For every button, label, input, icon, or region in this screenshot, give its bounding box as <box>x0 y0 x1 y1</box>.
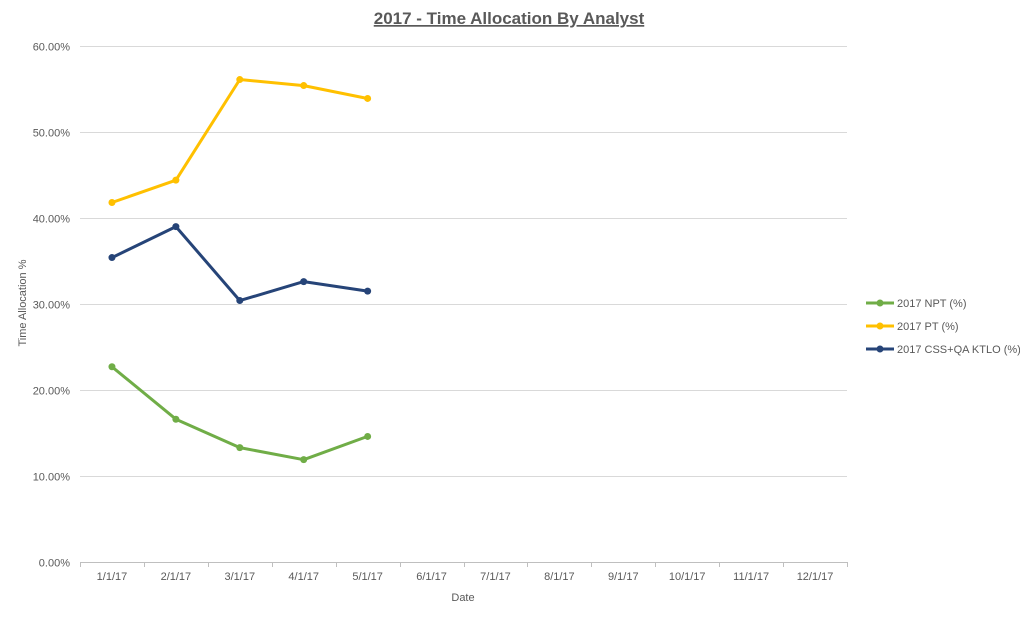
data-point <box>108 254 116 262</box>
legend-label: 2017 CSS+QA KTLO (%) <box>897 344 1020 356</box>
data-point <box>300 278 308 286</box>
x-axis-ticks: 1/1/17 2/1/17 3/1/17 4/1/17 5/1/17 6/1/17 7/1/… <box>80 562 848 583</box>
x-tick-label: 4/1/17 <box>288 571 319 583</box>
x-tick-label: 1/1/17 <box>97 571 128 583</box>
y-axis-title: Time Allocation % <box>17 259 29 346</box>
y-tick-label: 30.00% <box>33 300 71 312</box>
y-tick-label: 40.00% <box>33 214 71 226</box>
x-tick-label: 9/1/17 <box>608 571 639 583</box>
x-tick-label: 11/1/17 <box>733 571 769 583</box>
data-point <box>108 363 116 371</box>
data-point <box>364 287 372 295</box>
data-point <box>108 199 116 207</box>
x-tick-label: 2/1/17 <box>161 571 192 583</box>
y-axis-ticks: 0.00% 10.00% 20.00% 30.00% 40.00% 50.00% 60.00… <box>33 42 71 570</box>
data-point <box>172 223 180 231</box>
series-2 <box>108 76 372 207</box>
x-tick-label: 6/1/17 <box>416 571 447 583</box>
data-point <box>172 176 180 184</box>
series-lines <box>108 76 372 464</box>
series-line <box>110 78 370 204</box>
gridlines <box>80 46 847 563</box>
legend-label: 2017 NPT (%) <box>897 298 967 310</box>
chart-title: 2017 - Time Allocation By Analyst <box>374 9 645 28</box>
legend: 2017 NPT (%) 2017 PT (%) 2017 CSS+QA KTLO … <box>866 298 1020 356</box>
y-tick-label: 0.00% <box>39 558 70 570</box>
data-point <box>364 432 372 440</box>
data-point <box>300 456 308 464</box>
x-tick-label: 3/1/17 <box>224 571 255 583</box>
x-tick-label: 5/1/17 <box>352 571 383 583</box>
x-tick-label: 10/1/17 <box>669 571 706 583</box>
y-tick-label: 50.00% <box>33 128 71 140</box>
data-point <box>300 82 308 90</box>
legend-label: 2017 PT (%) <box>897 321 959 333</box>
data-point <box>236 297 244 305</box>
legend-marker <box>876 345 884 353</box>
legend-marker <box>876 299 884 307</box>
y-tick-label: 60.00% <box>33 42 71 54</box>
series-line <box>110 225 370 303</box>
data-point <box>236 444 244 452</box>
y-tick-label: 10.00% <box>33 472 71 484</box>
data-point <box>236 76 244 84</box>
data-point <box>172 415 180 423</box>
legend-item: 2017 CSS+QA KTLO (%) <box>866 344 1020 356</box>
x-tick-label: 7/1/17 <box>480 571 511 583</box>
y-tick-label: 20.00% <box>33 386 71 398</box>
x-tick-label: 12/1/17 <box>797 571 834 583</box>
x-axis-title: Date <box>451 592 474 604</box>
legend-item: 2017 PT (%) <box>866 321 959 333</box>
legend-item: 2017 NPT (%) <box>866 298 967 310</box>
series-3 <box>108 223 372 305</box>
x-tick-label: 8/1/17 <box>544 571 575 583</box>
series-1 <box>108 363 372 464</box>
data-point <box>364 94 372 102</box>
legend-marker <box>876 322 884 330</box>
